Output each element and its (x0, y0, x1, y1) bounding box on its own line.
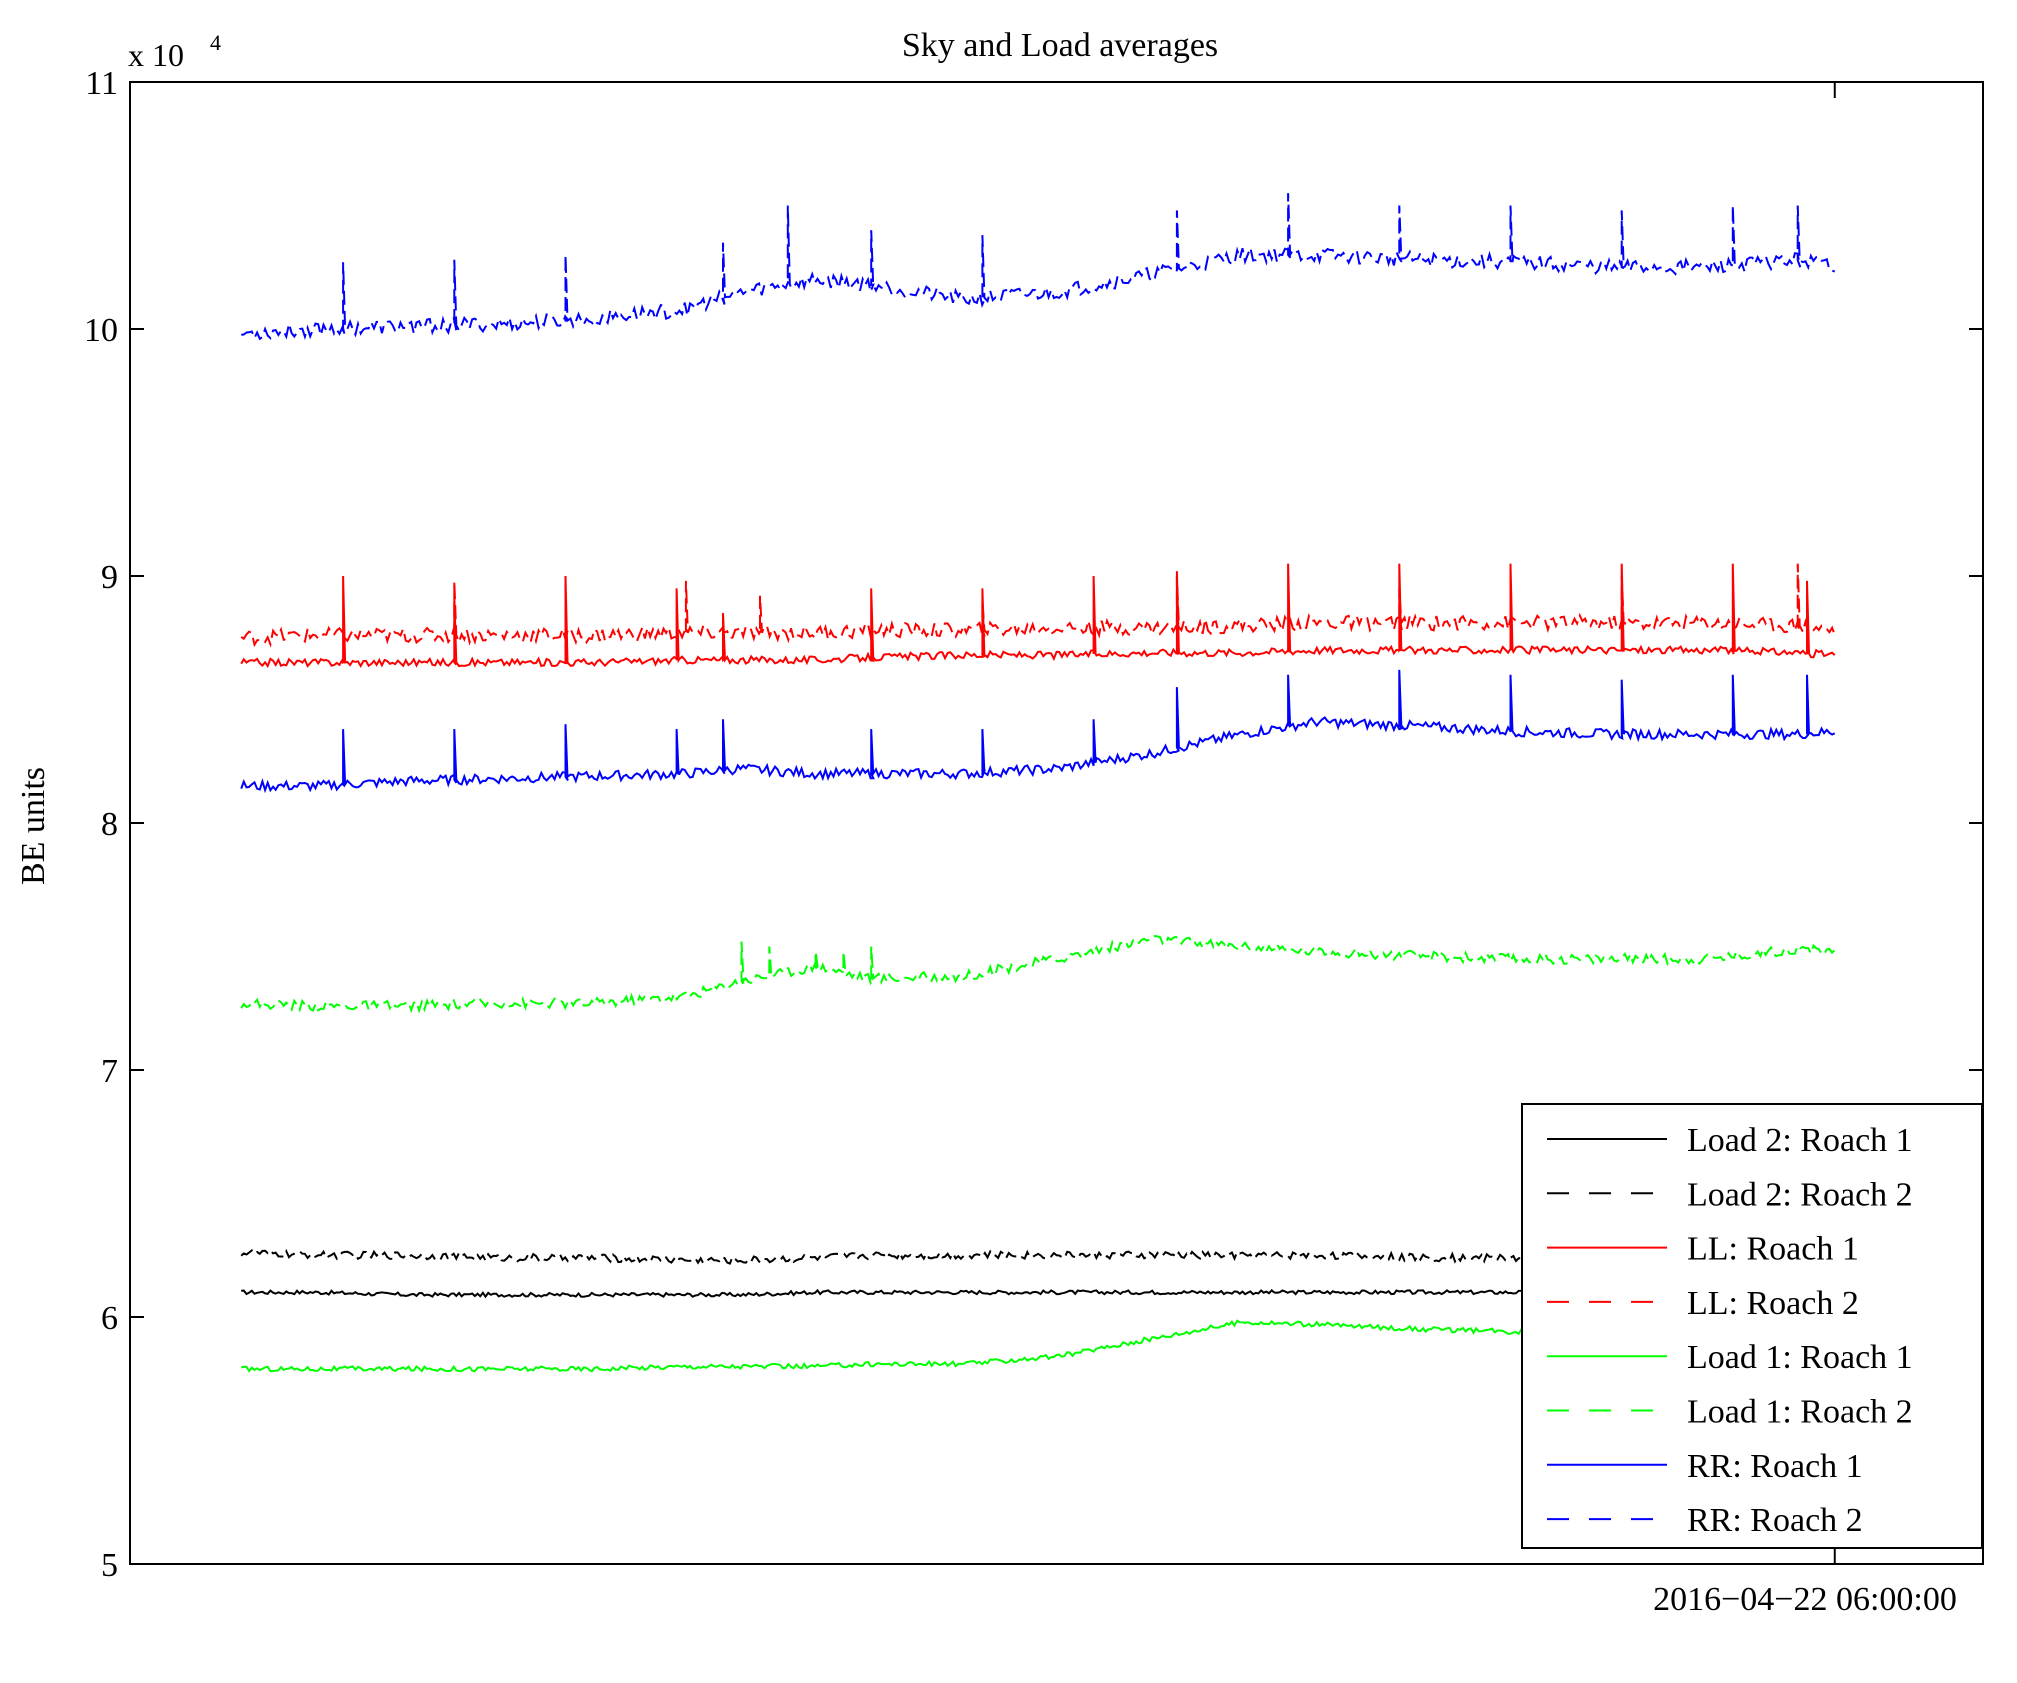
y-axis-multiplier: x 10 4 (128, 30, 221, 73)
series-line-7 (241, 670, 1835, 790)
y-axis-label: BE units (15, 767, 52, 885)
chart-title: Sky and Load averages (902, 27, 1218, 64)
y-tick-label: 11 (85, 65, 118, 102)
legend-label: RR: Roach 1 (1687, 1448, 1863, 1485)
legend-label: Load 1: Roach 2 (1687, 1394, 1913, 1431)
y-tick-label: 5 (101, 1547, 118, 1584)
legend-label: Load 2: Roach 2 (1687, 1176, 1913, 1213)
y-tick-label: 8 (101, 806, 118, 843)
series-line-8 (241, 193, 1835, 339)
legend-label: LL: Roach 1 (1687, 1231, 1859, 1268)
chart-canvas: Sky and Load averages x 10 4 BE units 5 6… (0, 0, 2017, 1683)
y-tick-label: 9 (101, 559, 118, 596)
legend: Load 2: Roach 1 Load 2: Roach 2 LL: Roach … (1522, 1104, 1982, 1548)
series-line-3 (241, 564, 1835, 666)
y-tick-label: 7 (101, 1053, 118, 1090)
y-tick-label: 6 (101, 1300, 118, 1337)
y-tick-label: 10 (84, 312, 118, 349)
series-line-4 (241, 564, 1835, 645)
series-line-6 (241, 936, 1835, 1011)
legend-label: RR: Roach 2 (1687, 1502, 1863, 1539)
legend-label: Load 2: Roach 1 (1687, 1122, 1913, 1159)
legend-label: Load 1: Roach 1 (1687, 1339, 1913, 1376)
y-multiplier-base: x 10 (128, 37, 184, 73)
y-multiplier-exponent: 4 (210, 30, 221, 55)
x-tick-label: 2016−04−22 06:00:00 (1653, 1581, 1957, 1618)
legend-label: LL: Roach 2 (1687, 1285, 1859, 1322)
